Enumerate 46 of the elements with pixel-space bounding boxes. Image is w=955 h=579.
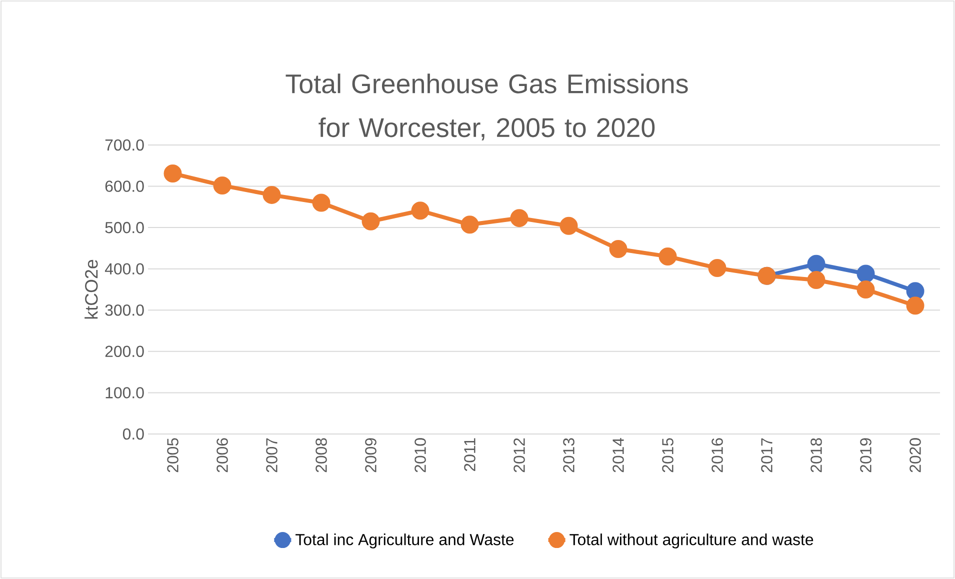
x-tick-label: 2011 — [464, 438, 476, 471]
x-tick-label: 2008 — [316, 438, 327, 472]
y-tick-label: 200.0 — [105, 346, 144, 358]
y-tick-label: 500.0 — [105, 222, 144, 234]
point — [609, 240, 628, 258]
point — [213, 176, 232, 194]
point — [856, 264, 875, 283]
point — [906, 296, 924, 315]
x-tick-label: 2018 — [810, 438, 822, 472]
y-tick-label: 100.0 — [106, 387, 144, 398]
x-tick-label: 2017 — [761, 438, 772, 472]
y-tick-label: 0.0 — [122, 428, 144, 440]
legend-label: Total without agriculture and waste — [570, 534, 814, 548]
y-tick-label: 400.0 — [104, 263, 144, 274]
point — [658, 247, 677, 266]
x-tick-label: 2015 — [662, 438, 674, 472]
y-axis-title: ktCO2e — [84, 260, 98, 319]
x-tick-label: 2014 — [612, 438, 624, 472]
x-tick-label: 2009 — [365, 438, 376, 472]
point — [262, 186, 281, 204]
legend-label: Total inc Agriculture and Waste — [296, 534, 514, 548]
x-tick-label: 2013 — [563, 438, 574, 472]
x-tick-label: 2016 — [712, 438, 723, 472]
point — [560, 216, 578, 235]
point — [164, 164, 182, 182]
y-tick-label: 600.0 — [105, 180, 144, 192]
point — [362, 212, 380, 230]
point — [807, 254, 826, 273]
point — [411, 202, 430, 220]
y-tick-label: 700.0 — [105, 139, 144, 151]
point — [856, 280, 875, 298]
point — [708, 259, 726, 278]
x-tick-label: 2005 — [167, 438, 178, 472]
point — [906, 282, 924, 300]
y-tick-label: 300.0 — [105, 304, 144, 316]
x-tick-label: 2010 — [414, 438, 426, 472]
point — [510, 209, 528, 228]
x-tick-label: 2020 — [910, 438, 921, 472]
x-tick-label: 2006 — [216, 438, 228, 472]
x-tick-label: 2019 — [860, 438, 872, 472]
point — [312, 194, 330, 212]
chart-title: Total Greenhouse Gas Emissions for Worcester, 2005 to 2020 — [286, 74, 688, 140]
x-tick-label: 2012 — [514, 438, 525, 472]
point — [460, 216, 479, 234]
point — [807, 270, 826, 289]
x-tick-label: 2007 — [266, 438, 278, 472]
